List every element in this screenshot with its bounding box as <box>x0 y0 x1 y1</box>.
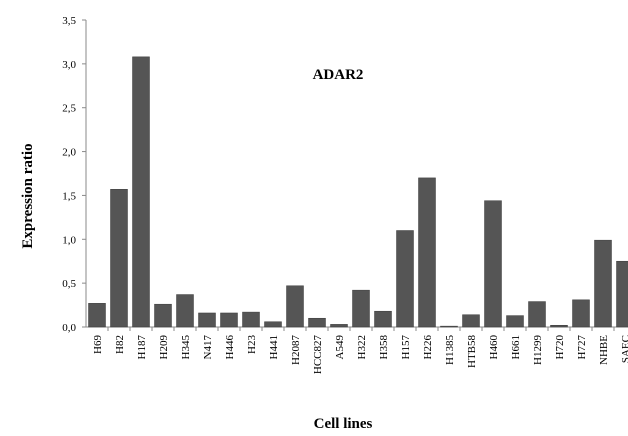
x-tick-label: H720 <box>554 335 566 360</box>
bar-h661 <box>506 315 524 328</box>
bar-h157 <box>396 230 414 328</box>
bar-h1385 <box>440 325 458 328</box>
x-tick-label: HCC827 <box>312 335 324 375</box>
bar-h446 <box>220 312 238 328</box>
x-tick-label: H2087 <box>290 335 302 365</box>
y-tick-label: 3,5 <box>62 15 76 27</box>
y-tick-label: 3,0 <box>62 59 76 71</box>
x-tick-label: H1385 <box>444 335 456 365</box>
bar-a549 <box>330 324 348 328</box>
x-tick-label: H345 <box>180 335 192 360</box>
bar-htb58 <box>462 314 480 328</box>
bar-n417 <box>198 312 216 328</box>
bar-saec <box>616 260 628 328</box>
x-tick-label: H661 <box>510 335 522 359</box>
x-tick-label: HTB58 <box>466 335 478 369</box>
x-tick-label: H358 <box>378 335 390 360</box>
x-tick-label: H157 <box>400 335 412 360</box>
y-tick-label: 1,0 <box>62 234 76 246</box>
y-tick-label: 1,5 <box>62 190 76 202</box>
x-tick-label: H82 <box>114 335 126 354</box>
y-tick-label: 2,5 <box>62 103 76 115</box>
bar-h209 <box>154 303 172 328</box>
bar-h69 <box>88 303 106 328</box>
chart-title: ADAR2 <box>313 67 364 83</box>
y-tick-label: 0,0 <box>62 322 76 334</box>
x-tick-label: N417 <box>202 335 214 360</box>
bar-h1299 <box>528 301 546 328</box>
y-tick-label: 2,0 <box>62 147 76 159</box>
x-tick-label: A549 <box>334 335 346 360</box>
bar-h322 <box>352 289 370 328</box>
bar-h460 <box>484 200 502 328</box>
bar-h187 <box>132 56 150 328</box>
y-tick-label: 0,5 <box>62 278 76 290</box>
x-tick-label: H322 <box>356 335 368 359</box>
x-axis-title: Cell lines <box>314 416 373 432</box>
x-tick-label: H209 <box>158 335 170 360</box>
bar-h358 <box>374 310 392 328</box>
x-tick-label: NHBE <box>598 335 610 365</box>
bar-h345 <box>176 294 194 328</box>
bar-h226 <box>418 177 436 328</box>
x-tick-label: H460 <box>488 335 500 360</box>
x-tick-label: H441 <box>268 335 280 359</box>
plot-area: 0,0 0,5 1,0 1,5 2,0 2,5 3,0 3,5 H69 H82 H187 H209 H3… <box>62 15 628 374</box>
x-tick-label: H446 <box>224 335 236 360</box>
x-tick-label: H69 <box>92 335 104 354</box>
x-tick-label: H727 <box>576 335 588 360</box>
bar-h2087 <box>286 285 304 328</box>
bar-h441 <box>264 321 282 328</box>
x-tick-label: SAEC <box>620 335 628 363</box>
x-tick-label: H187 <box>136 335 148 360</box>
x-tick-label: H23 <box>246 335 258 354</box>
bar-nhbe <box>594 239 612 328</box>
bar-h727 <box>572 299 590 328</box>
x-tick-label: H226 <box>422 335 434 360</box>
y-axis-title: Expression ratio <box>20 143 36 248</box>
bar-hcc827 <box>308 317 326 328</box>
bar-h82 <box>110 189 128 328</box>
bar-h23 <box>242 311 260 328</box>
bar-h720 <box>550 324 568 328</box>
x-tick-label: H1299 <box>532 335 544 365</box>
